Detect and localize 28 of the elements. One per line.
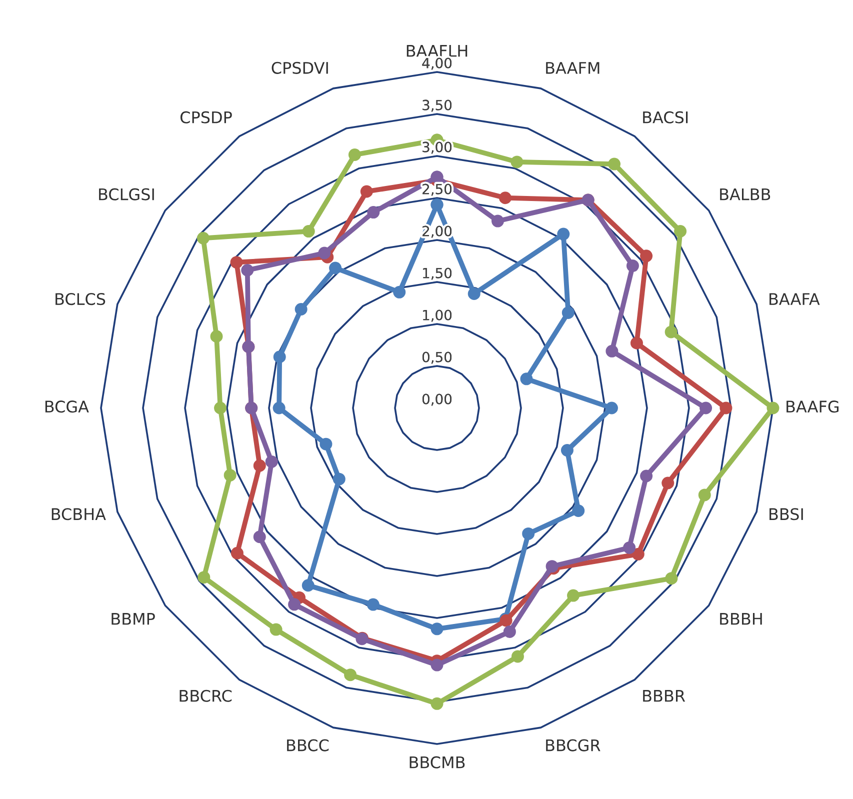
spoke-label: CPSDP [180, 111, 232, 124]
spoke-label: BACSI [643, 111, 688, 124]
y-tick-label: 1,00 [423, 310, 452, 322]
spoke-label: BAAFLH [406, 45, 468, 57]
spoke-label: CPSDVI [272, 62, 328, 74]
y-tick-label: 1,50 [423, 268, 452, 280]
spoke-label: BCLGSI [99, 188, 154, 200]
spoke-label: BCGA [45, 400, 89, 413]
y-tick-label: 3,00 [422, 142, 452, 154]
y-tick-label: 0,50 [422, 352, 452, 364]
spoke-label: BALBB [720, 188, 770, 200]
spoke-label: BBBR [643, 690, 686, 702]
spoke-label: BAAFA [770, 293, 820, 305]
spoke-label: BBCC [287, 739, 329, 752]
spoke-label: BBSI [770, 508, 803, 520]
spoke-label: BBBH [720, 613, 762, 625]
spoke-label: BCLCS [56, 293, 106, 306]
y-tick-label: 3,50 [422, 100, 452, 112]
spoke-label: BAAFM [546, 62, 600, 74]
y-tick-label: 2,50 [422, 184, 452, 196]
spoke-label: BBCMB [410, 756, 465, 768]
y-tick-label: 0,00 [422, 394, 452, 406]
spoke-label: BBMP [112, 613, 155, 625]
spoke-label: BBCRC [180, 690, 232, 702]
spoke-label: BCBHA [52, 508, 106, 520]
y-tick-label: 4,00 [422, 58, 452, 70]
spoke-label: BAAFG [786, 400, 838, 413]
spoke-label: BBCGR [546, 739, 600, 752]
